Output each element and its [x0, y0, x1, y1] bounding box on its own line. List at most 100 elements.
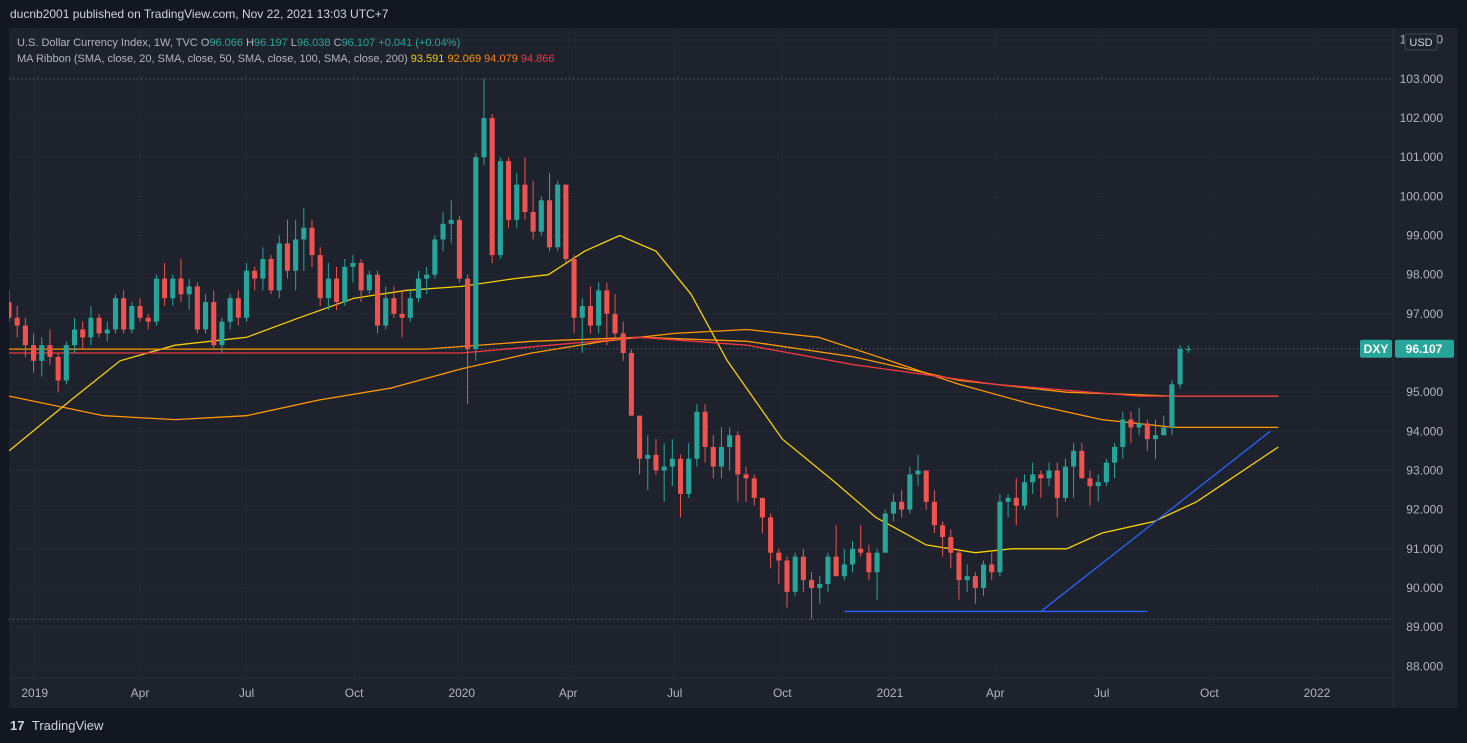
candle-body: [637, 415, 643, 459]
x-tick-label: Jul: [239, 686, 254, 700]
candle-body: [1046, 470, 1052, 479]
candle-body: [809, 580, 815, 588]
candle-body: [252, 270, 258, 279]
candle-body: [997, 501, 1003, 573]
candle-body: [522, 184, 528, 213]
candle-body: [407, 298, 413, 318]
candle-body: [22, 325, 28, 346]
footer: 17 TradingView: [0, 708, 1467, 743]
candle-body: [727, 435, 733, 447]
y-tick-label: 89.000: [1406, 620, 1443, 634]
candle-body: [866, 552, 872, 573]
y-tick-label: 103.000: [1400, 72, 1444, 86]
y-tick-label: 102.000: [1400, 111, 1444, 125]
candle-body: [276, 243, 282, 291]
candle-body: [784, 560, 790, 592]
x-tick-label: 2022: [1304, 686, 1331, 700]
y-tick-label: 99.000: [1406, 229, 1443, 243]
candle-body: [235, 298, 241, 318]
candle-body: [104, 329, 110, 334]
open-label: O: [200, 37, 210, 49]
ma-line: [9, 328, 1279, 429]
candle-body: [1038, 474, 1044, 479]
candle-body: [203, 302, 209, 330]
candle-body: [14, 317, 20, 326]
candle-body: [956, 552, 962, 581]
candle-body: [669, 458, 675, 467]
x-tick-label: 2021: [877, 686, 904, 700]
legend: U.S. Dollar Currency Index, 1W, TVC O96.…: [17, 35, 555, 67]
candle-body: [47, 345, 53, 357]
candle-body: [743, 474, 749, 479]
candle-body: [137, 306, 143, 318]
candle-body: [1185, 349, 1191, 351]
ma-ribbon-label[interactable]: MA Ribbon (SMA, close, 20, SMA, close, 5…: [17, 53, 408, 65]
candle-body: [284, 243, 290, 271]
candle-body: [325, 278, 331, 299]
candle-body: [890, 501, 896, 514]
candle-body: [374, 274, 381, 326]
candle-body: [563, 184, 569, 260]
candle-body: [162, 278, 168, 299]
candle-body: [899, 501, 905, 510]
ohlc-legend: U.S. Dollar Currency Index, 1W, TVC O96.…: [17, 35, 555, 51]
candle-body: [1021, 482, 1028, 506]
candle-body: [145, 317, 151, 322]
candle-body: [915, 470, 921, 475]
x-tick-label: Apr: [986, 686, 1005, 700]
x-tick-label: Apr: [559, 686, 578, 700]
candle-body: [211, 302, 217, 346]
candle-body: [964, 576, 970, 581]
candle-body: [96, 317, 102, 334]
y-tick-label: 92.000: [1406, 503, 1443, 517]
y-tick-label: 100.000: [1400, 189, 1444, 203]
candle-body: [170, 278, 176, 299]
y-tick-label: 101.000: [1400, 150, 1444, 164]
candle-body: [661, 466, 667, 471]
candle-body: [309, 227, 315, 256]
candle-body: [792, 556, 798, 592]
candle-body: [178, 278, 184, 295]
y-tick-label: 97.000: [1406, 307, 1443, 321]
price-chart[interactable]: 88.000 89.000 90.000 91.000 92.000 93.000 94.0…: [9, 28, 1458, 708]
candle-body: [948, 537, 954, 553]
y-tick-label: 98.000: [1406, 268, 1443, 282]
candle-body: [317, 255, 323, 299]
candle-body: [334, 278, 340, 303]
candle-body: [260, 259, 266, 279]
candle-body: [882, 513, 888, 553]
x-tick-label: Jul: [1094, 686, 1109, 700]
candle-body: [735, 435, 741, 475]
instrument-label[interactable]: U.S. Dollar Currency Index, 1W, TVC: [17, 37, 198, 49]
high-label: H: [246, 37, 255, 49]
y-tick-label: 95.000: [1406, 385, 1443, 399]
candle-body: [940, 525, 946, 538]
publisher-bar: ducnb2001 published on TradingView.com, …: [0, 0, 1467, 28]
candle-body: [980, 564, 987, 588]
candle-body: [481, 118, 487, 158]
candle-body: [1087, 478, 1093, 487]
tradingview-logo-icon[interactable]: 17: [10, 718, 25, 733]
candle-body: [219, 321, 225, 346]
symbol-tag-bg: [1360, 339, 1392, 358]
candle-body: [514, 184, 520, 220]
candle-body: [9, 302, 12, 318]
x-tick-label: Oct: [345, 686, 364, 700]
candle-body: [751, 478, 757, 498]
candle-body: [645, 454, 651, 459]
candle-body: [366, 274, 372, 291]
change-value: +0.041 (+0.04%): [378, 37, 461, 49]
candle-body: [1112, 446, 1118, 463]
candle-body: [1095, 482, 1101, 487]
candle-body: [350, 262, 356, 267]
candle-body: [677, 458, 684, 494]
candle-body: [391, 298, 397, 314]
candle-body: [186, 286, 192, 295]
candle-body: [112, 298, 119, 330]
candle-body: [702, 411, 708, 447]
candle-body: [55, 356, 61, 381]
tradingview-brand[interactable]: TradingView: [31, 718, 104, 733]
candle-body: [694, 411, 700, 459]
candle-body: [1152, 435, 1159, 440]
currency-badge-bg: [1404, 33, 1438, 51]
